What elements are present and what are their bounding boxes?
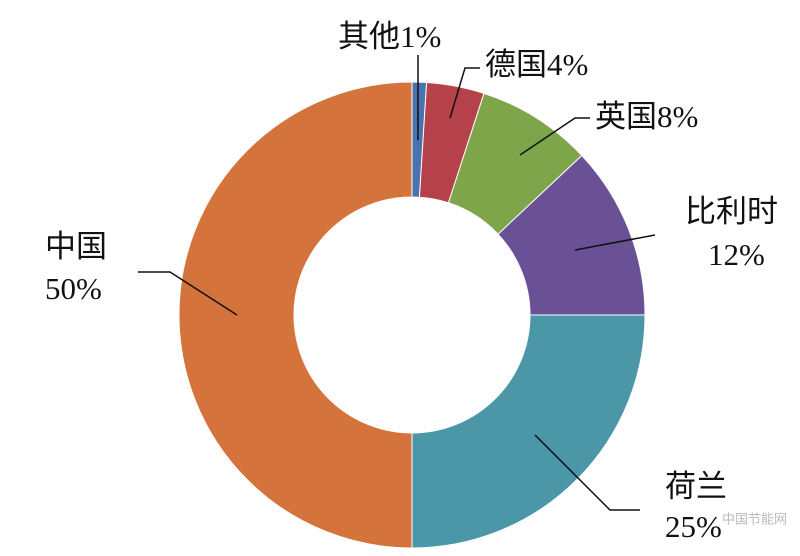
leader-line bbox=[138, 271, 238, 316]
leader-line bbox=[519, 117, 590, 156]
category-name: 荷兰 bbox=[665, 469, 727, 504]
watermark: 中国节能网 bbox=[722, 513, 787, 528]
donut-slice bbox=[411, 314, 646, 549]
leader-line bbox=[574, 234, 656, 251]
slice-label: 英国8% bbox=[595, 99, 698, 134]
category-name: 英国 bbox=[595, 99, 657, 134]
value-label: 50% bbox=[45, 271, 102, 306]
category-name: 德国 bbox=[485, 47, 547, 82]
slice-label: 德国4% bbox=[485, 47, 588, 82]
value-label: 8% bbox=[657, 99, 698, 134]
slice-label: 其他1% bbox=[338, 19, 441, 54]
category-name: 比利时 bbox=[685, 194, 778, 229]
value-label: 12% bbox=[708, 237, 765, 272]
value-label: 1% bbox=[400, 19, 441, 54]
category-name: 中国 bbox=[45, 229, 107, 264]
value-label: 25% bbox=[665, 509, 722, 544]
leader-line bbox=[534, 434, 640, 511]
leader-line bbox=[449, 67, 480, 119]
value-label: 4% bbox=[547, 47, 588, 82]
donut-slice bbox=[178, 81, 413, 549]
category-name: 其他 bbox=[338, 19, 400, 54]
